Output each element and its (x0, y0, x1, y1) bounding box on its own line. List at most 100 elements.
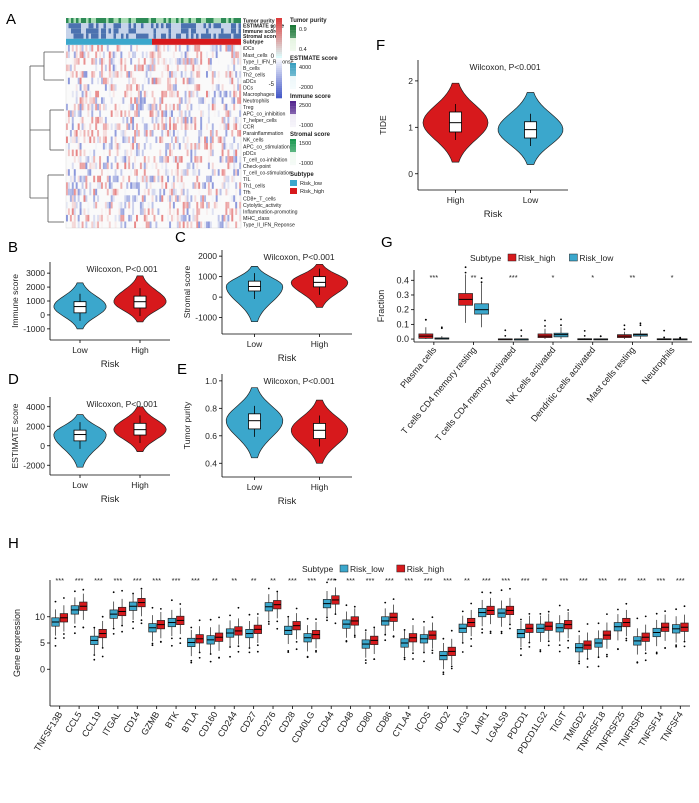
heatmap-cell (239, 84, 242, 91)
heatmap-cell (225, 188, 228, 196)
heatmap-cell (206, 175, 208, 183)
heatmap-cell (128, 103, 131, 111)
heatmap-cell (79, 97, 82, 104)
x-tick-label: BTK (163, 710, 181, 730)
heatmap-cell (128, 84, 131, 91)
box-outlier (170, 644, 173, 647)
y-axis-label: Tumor purity (182, 401, 192, 449)
x-tick-label: Low (247, 482, 263, 492)
heatmap-cell (71, 195, 74, 202)
heatmap-cell (235, 163, 237, 170)
box-outlier (664, 610, 667, 612)
annotation-track-cell (76, 28, 79, 34)
heatmap-cell (73, 58, 76, 65)
annotation-track-cell (178, 23, 181, 29)
heatmap-cell (204, 97, 207, 104)
heatmap-cell (165, 110, 168, 117)
heatmap-cell (71, 123, 74, 130)
heatmap-cell (124, 201, 127, 209)
heatmap-cell (176, 103, 179, 111)
box-outlier (520, 329, 523, 332)
heatmap-cell (233, 103, 236, 111)
heatmap-cell (194, 169, 197, 176)
annotation-track-cell (88, 33, 91, 39)
heatmap-cell (186, 201, 189, 209)
significance-label: ** (231, 576, 237, 585)
significance-label: *** (133, 576, 142, 585)
annotation-track-cell (201, 33, 204, 39)
annotation-track-cell (143, 28, 146, 34)
heatmap-cell (227, 201, 230, 209)
heatmap-cell (147, 64, 150, 72)
heatmap-cell (235, 71, 238, 78)
heatmap-row-label: APC_co_stimulation (243, 144, 290, 150)
heatmap-cell (206, 201, 208, 209)
heatmap-cell (104, 143, 107, 150)
heatmap-cell (178, 221, 181, 229)
annotation-track-cell (123, 18, 126, 24)
heatmap-cell (215, 84, 218, 91)
annotation-track-cell (108, 28, 111, 34)
annotation-track-cell (121, 23, 124, 29)
heatmap-row-label: CD8+_T_cells (243, 197, 276, 203)
heatmap-cell (151, 162, 154, 170)
heatmap-cell (104, 182, 107, 189)
heatmap-cell (79, 156, 82, 163)
heatmap-cell (211, 45, 214, 52)
box-outlier (229, 614, 231, 617)
box-outlier (481, 631, 484, 634)
heatmap-cell (209, 136, 212, 144)
significance-label: *** (443, 576, 452, 585)
annotation-track-cell (203, 33, 206, 39)
heatmap-cell (73, 110, 76, 117)
heatmap-cell (229, 103, 232, 111)
annotation-track-cell (83, 33, 86, 39)
heatmap-cell (116, 149, 119, 157)
heatmap-cell (192, 143, 194, 150)
annotation-track-cell (96, 23, 99, 29)
heatmap-cell (233, 149, 236, 157)
heatmap-cell (130, 71, 133, 78)
heatmap-cell (188, 110, 191, 117)
heatmap-cell (118, 143, 121, 150)
heatmap-cell (105, 208, 107, 215)
heatmap-cell (108, 182, 111, 189)
annotation-track-cell (166, 33, 169, 39)
legend-gradient-step (290, 43, 296, 46)
annotation-track-cell (213, 28, 216, 34)
heatmap-cell (192, 214, 195, 222)
heatmap-cell (137, 188, 140, 196)
annotation-track-cell (206, 18, 209, 24)
annotation-track-cell (133, 18, 136, 24)
heatmap-cell (71, 208, 74, 215)
heatmap-cell (227, 71, 230, 78)
heatmap-cell (239, 123, 242, 130)
heatmap-cell (225, 175, 228, 183)
y-tick-label: 1 (408, 122, 413, 132)
legend-label-bottom: -1000 (299, 161, 313, 167)
heatmap-cell (124, 58, 127, 65)
annotation-track-cell (236, 33, 239, 39)
y-tick-label: 0.1 (396, 319, 409, 329)
heatmap-cell (188, 77, 191, 85)
annotation-track-cell (163, 28, 166, 34)
box-outlier (403, 658, 406, 661)
box-outlier (586, 623, 589, 625)
heatmap-cell (151, 208, 154, 215)
box-outlier (412, 658, 414, 660)
heatmap-cell (231, 51, 234, 59)
heatmap-cell (89, 123, 92, 130)
box-outlier (159, 608, 162, 610)
heatmap-cell (141, 162, 144, 170)
heatmap-cell (176, 162, 179, 170)
heatmap-cell (136, 182, 138, 189)
heatmap-cell (73, 64, 76, 72)
heatmap-cell (207, 64, 210, 72)
heatmap-cell (112, 64, 115, 72)
heatmap-cell (194, 123, 197, 130)
heatmap-cell (172, 208, 175, 215)
heatmap-cell (102, 103, 105, 111)
heatmap-cell (70, 182, 72, 189)
heatmap-cell (97, 214, 100, 222)
